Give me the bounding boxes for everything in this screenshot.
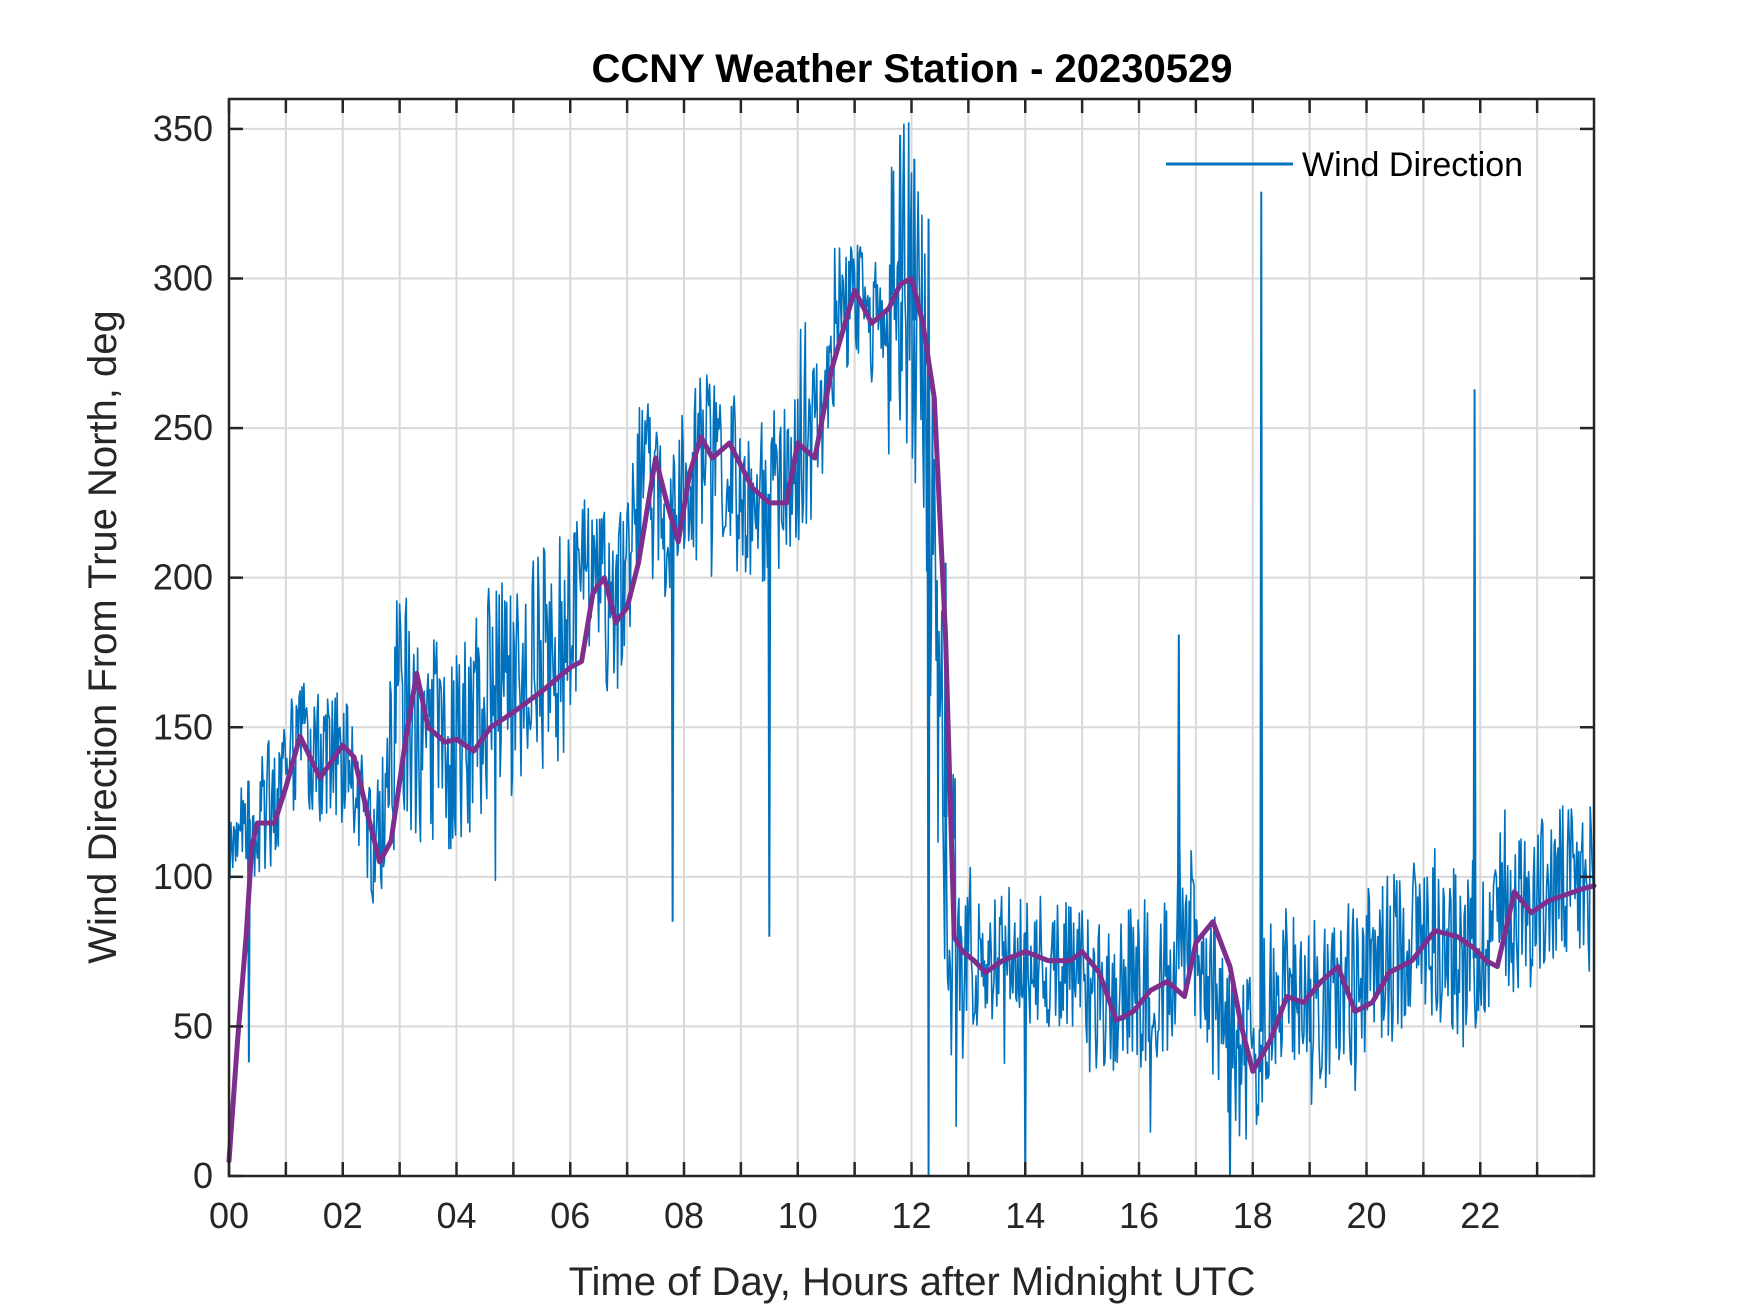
x-tick-label: 08 <box>664 1195 704 1236</box>
x-tick-label: 00 <box>209 1195 249 1236</box>
y-axis-label: Wind Direction From True North, deg <box>81 310 125 964</box>
y-tick-label: 50 <box>173 1005 213 1046</box>
series-wind-direction <box>228 122 1595 1140</box>
wind-direction-spike <box>1259 191 1264 1032</box>
x-tick-label: 02 <box>323 1195 363 1236</box>
x-tick-label: 20 <box>1346 1195 1386 1236</box>
wind-direction-spike <box>912 158 917 321</box>
x-tick-label: 16 <box>1119 1195 1159 1236</box>
wind-direction-spike <box>1472 389 1477 959</box>
y-tick-label: 200 <box>153 557 213 598</box>
data-series-layer <box>226 122 1597 1177</box>
wind-direction-spike <box>898 134 903 282</box>
x-axis-label: Time of Day, Hours after Midnight UTC <box>569 1260 1256 1304</box>
wind-direction-spike <box>1023 957 1028 1177</box>
x-tick-label: 14 <box>1005 1195 1045 1236</box>
x-tick-label: 04 <box>436 1195 476 1236</box>
chart-title: CCNY Weather Station - 20230529 <box>592 47 1233 91</box>
x-tick-label: 12 <box>891 1195 931 1236</box>
x-tick-label: 18 <box>1233 1195 1273 1236</box>
y-tick-label: 350 <box>153 108 213 149</box>
wind-direction-spike <box>926 218 931 488</box>
tick-labels: 00 02 04 06 08 10 12 14 16 18 20 22 0 50 100 150 200 250 3… <box>153 108 1500 1236</box>
y-tick-label: 150 <box>153 706 213 747</box>
legend-label-wind-direction: Wind Direction <box>1302 146 1523 184</box>
x-tick-label: 10 <box>778 1195 818 1236</box>
y-tick-label: 300 <box>153 258 213 299</box>
tick-marks <box>227 99 1594 1178</box>
wind-direction-spike <box>1176 634 1181 934</box>
wind-direction-spike <box>670 508 675 922</box>
wind-direction-spike <box>767 493 772 937</box>
y-tick-label: 100 <box>153 856 213 897</box>
y-tick-label: 0 <box>193 1155 213 1196</box>
x-tick-label: 06 <box>550 1195 590 1236</box>
plot-frame <box>227 97 1596 1178</box>
series-smoothed <box>226 276 1597 1164</box>
legend[interactable]: Wind Direction <box>1166 146 1523 184</box>
y-tick-label: 250 <box>153 407 213 448</box>
x-tick-label: 22 <box>1460 1195 1500 1236</box>
